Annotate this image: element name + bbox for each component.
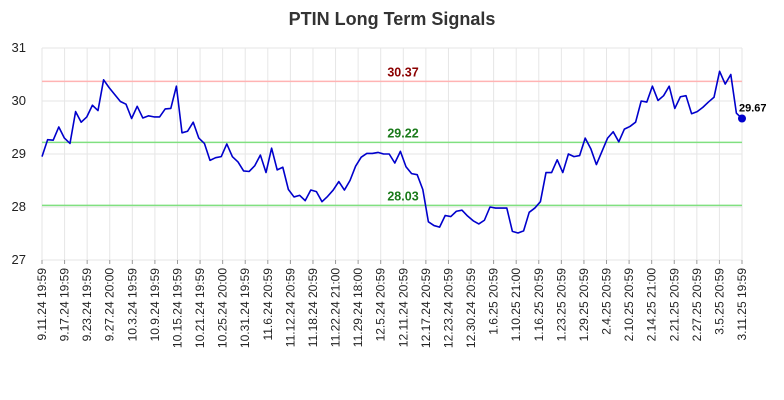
x-tick-label: 11.18.24 20:59 bbox=[306, 268, 320, 348]
x-tick-label: 11.29.24 18:00 bbox=[351, 268, 365, 348]
x-tick-label: 2.21.25 20:59 bbox=[667, 268, 681, 342]
x-tick-label: 9.17.24 19:59 bbox=[58, 268, 72, 342]
grid bbox=[41, 47, 743, 264]
x-tick-label: 2.10.25 20:59 bbox=[622, 268, 636, 342]
last-value-label: 29.67 bbox=[739, 102, 767, 114]
x-tick-label: 9.11.24 19:59 bbox=[35, 268, 49, 341]
x-axis-ticks: 9.11.24 19:59 9.17.24 19:59 9.23.24 19:59 9… bbox=[35, 268, 749, 348]
x-tick-label: 12.17.24 20:59 bbox=[419, 268, 433, 348]
y-tick-label: 27 bbox=[12, 252, 26, 267]
x-tick-label: 12.5.24 20:59 bbox=[374, 268, 388, 342]
series: 29.67 bbox=[41, 70, 767, 234]
x-tick-label: 10.25.24 20:00 bbox=[216, 268, 230, 348]
y-tick-label: 31 bbox=[12, 40, 26, 55]
level-label-support: 28.03 bbox=[387, 189, 418, 203]
x-tick-label: 12.11.24 20:59 bbox=[396, 268, 410, 348]
price-line bbox=[41, 70, 743, 234]
x-tick-label: 1.16.25 20:59 bbox=[532, 268, 546, 342]
x-tick-label: 10.31.24 19:59 bbox=[238, 268, 252, 348]
y-tick-label: 28 bbox=[12, 199, 26, 214]
x-tick-label: 1.29.25 20:59 bbox=[577, 268, 591, 342]
x-tick-label: 12.23.24 20:59 bbox=[441, 268, 455, 348]
x-tick-label: 9.27.24 20:00 bbox=[103, 268, 117, 342]
x-tick-label: 2.14.25 21:00 bbox=[645, 268, 659, 342]
x-tick-label: 1.6.25 20:59 bbox=[487, 268, 501, 335]
x-tick-label: 1.23.25 20:59 bbox=[554, 268, 568, 342]
signal-levels: 30.37 29.22 28.03 bbox=[42, 65, 742, 207]
x-tick-label: 9.23.24 19:59 bbox=[80, 268, 94, 342]
y-tick-label: 30 bbox=[12, 93, 26, 108]
last-value-marker bbox=[738, 114, 746, 123]
x-tick-label: 11.12.24 20:59 bbox=[283, 268, 297, 348]
level-label-support: 29.22 bbox=[387, 126, 418, 140]
chart-title: PTIN Long Term Signals bbox=[289, 9, 496, 29]
x-tick-label: 1.10.25 21:00 bbox=[509, 268, 523, 342]
x-tick-label: 2.4.25 20:59 bbox=[600, 268, 614, 335]
level-label-resistance: 30.37 bbox=[387, 65, 418, 79]
x-tick-label: 11.22.24 21:00 bbox=[329, 268, 343, 348]
x-tick-label: 2.27.25 20:59 bbox=[690, 268, 704, 342]
x-tick-label: 10.15.24 19:59 bbox=[170, 268, 184, 348]
x-tick-label: 3.11.25 19:59 bbox=[735, 268, 749, 341]
x-tick-label: 10.9.24 19:59 bbox=[148, 268, 162, 342]
x-tick-label: 10.21.24 19:59 bbox=[193, 268, 207, 348]
y-tick-label: 29 bbox=[12, 146, 26, 161]
y-axis-ticks: 27 28 29 30 31 bbox=[12, 40, 26, 267]
x-tick-label: 10.3.24 19:59 bbox=[125, 268, 139, 342]
x-tick-label: 11.6.24 20:59 bbox=[261, 268, 275, 341]
x-tick-label: 12.30.24 20:59 bbox=[464, 268, 478, 348]
x-tick-label: 3.5.25 20:59 bbox=[712, 268, 726, 335]
